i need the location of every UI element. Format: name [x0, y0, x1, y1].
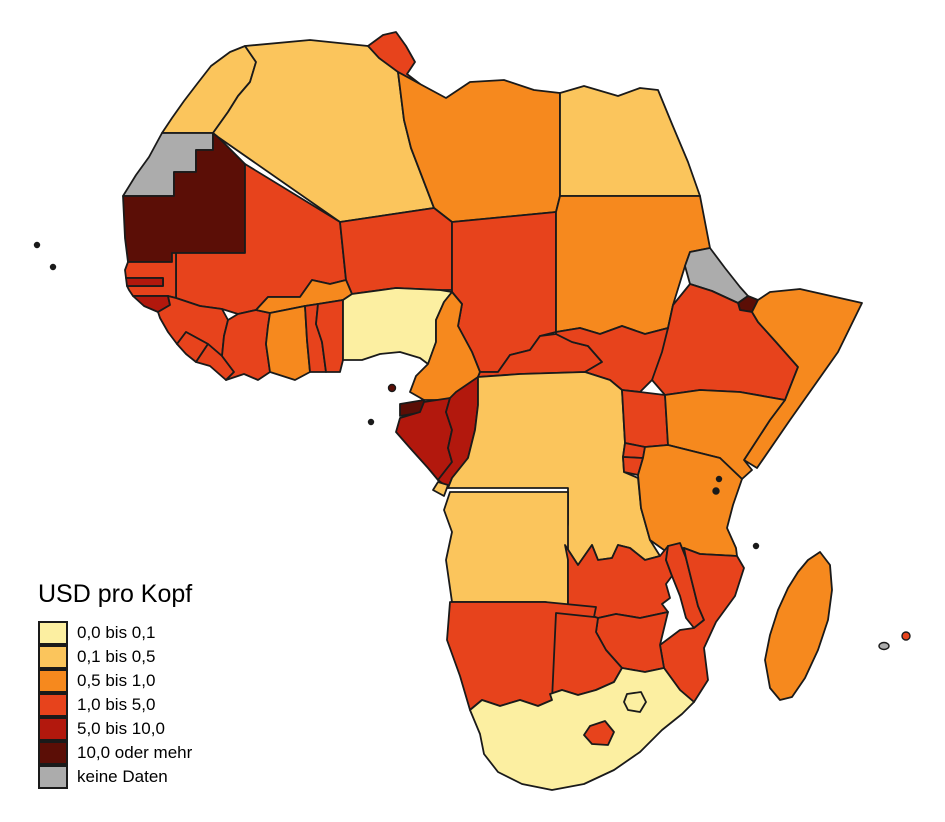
country-ghana [265, 305, 311, 381]
legend-label: 5,0 bis 10,0 [77, 719, 165, 738]
legend-swatch [38, 669, 68, 693]
country-lesotho [583, 720, 615, 746]
legend-item: keine Daten [38, 765, 192, 789]
country-angola [443, 491, 569, 607]
legend-swatch [38, 717, 68, 741]
country-eswatini [623, 691, 647, 713]
legend-label: 0,5 bis 1,0 [77, 671, 156, 690]
island-zanzibar-north [715, 475, 723, 483]
country-somalia [743, 288, 863, 469]
legend-item: 5,0 bis 10,0 [38, 717, 192, 741]
island-sao-tome [367, 418, 375, 426]
island-bioko [387, 383, 397, 393]
legend-label: 0,0 bis 0,1 [77, 623, 156, 642]
legend-label: 10,0 oder mehr [77, 743, 193, 762]
legend-items: 0,0 bis 0,1 0,1 bis 0,5 0,5 bis 1,0 1,0 bis… [38, 621, 192, 789]
country-egypt [559, 85, 701, 197]
legend: USD pro Kopf 0,0 bis 0,1 0,1 bis 0,5 0,5 b… [38, 580, 192, 789]
legend-swatch [38, 741, 68, 765]
country-tunisia [367, 31, 421, 85]
island-mauritius [901, 631, 911, 641]
legend-item: 0,0 bis 0,1 [38, 621, 192, 645]
country-madagascar [764, 551, 833, 701]
legend-swatch [38, 693, 68, 717]
legend-title: USD pro Kopf [38, 580, 193, 608]
legend-label: 1,0 bis 5,0 [77, 695, 156, 714]
legend-item: 1,0 bis 5,0 [38, 693, 192, 717]
legend-swatch [38, 765, 68, 789]
legend-item: 0,1 bis 0,5 [38, 645, 192, 669]
island-zanzibar-south [712, 487, 720, 495]
island-cape-verde-north [33, 241, 41, 249]
island-reunion [878, 641, 890, 651]
country-angola-cabinda [432, 481, 449, 497]
country-gambia [125, 277, 164, 287]
island-comoros [752, 542, 760, 550]
legend-label: 0,1 bis 0,5 [77, 647, 156, 666]
legend-swatch [38, 621, 68, 645]
legend-label: keine Daten [77, 767, 168, 786]
island-cape-verde-south [49, 263, 57, 271]
country-niger [339, 207, 453, 295]
legend-swatch [38, 645, 68, 669]
country-uganda [621, 389, 669, 448]
legend-item: 10,0 oder mehr [38, 741, 192, 765]
legend-item: 0,5 bis 1,0 [38, 669, 192, 693]
